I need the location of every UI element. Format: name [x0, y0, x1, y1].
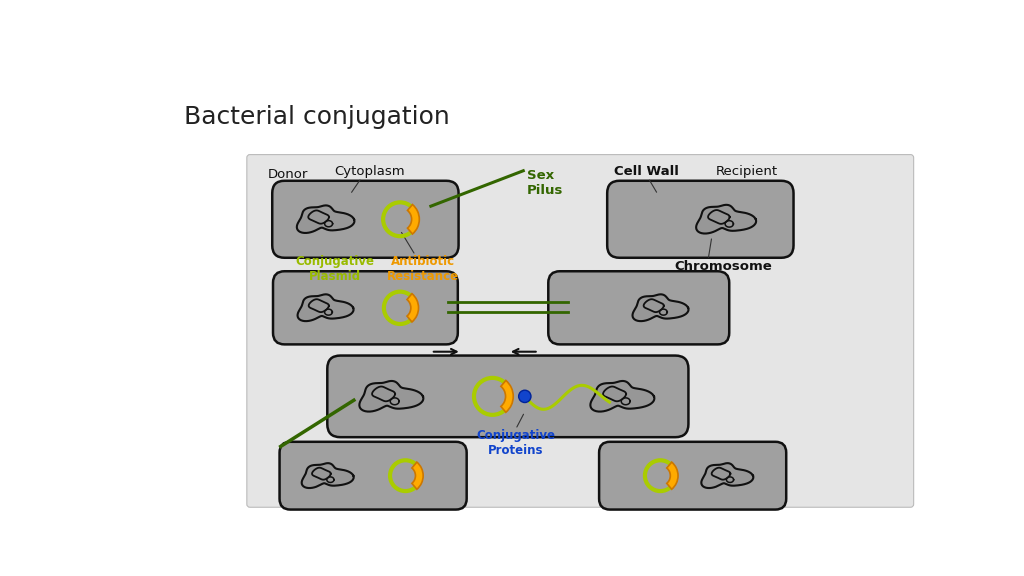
Text: Cytoplasm: Cytoplasm — [334, 165, 404, 177]
Polygon shape — [359, 381, 423, 412]
Text: Chromosome: Chromosome — [675, 260, 772, 273]
Text: Antibiotic
Resistance: Antibiotic Resistance — [387, 256, 459, 283]
FancyBboxPatch shape — [247, 154, 913, 507]
FancyBboxPatch shape — [328, 355, 688, 437]
Text: Bacterial conjugation: Bacterial conjugation — [184, 105, 451, 129]
Polygon shape — [633, 294, 688, 321]
FancyBboxPatch shape — [272, 181, 459, 258]
Text: Conjugative
Proteins: Conjugative Proteins — [476, 430, 555, 457]
Wedge shape — [667, 462, 678, 489]
Polygon shape — [297, 206, 354, 233]
FancyBboxPatch shape — [599, 442, 786, 510]
Wedge shape — [408, 204, 419, 234]
Polygon shape — [701, 463, 754, 488]
Wedge shape — [501, 380, 513, 412]
FancyBboxPatch shape — [607, 181, 794, 258]
FancyBboxPatch shape — [548, 271, 729, 344]
FancyBboxPatch shape — [280, 442, 467, 510]
Wedge shape — [407, 294, 419, 322]
FancyBboxPatch shape — [273, 271, 458, 344]
Circle shape — [518, 390, 531, 403]
Polygon shape — [696, 205, 756, 233]
Text: Cell Wall: Cell Wall — [614, 165, 679, 177]
Polygon shape — [302, 463, 353, 488]
Text: Donor: Donor — [267, 168, 308, 181]
Text: Recipient: Recipient — [716, 165, 777, 177]
Polygon shape — [591, 381, 654, 412]
Text: Conjugative
Plasmid: Conjugative Plasmid — [295, 256, 374, 283]
Text: Sex
Pilus: Sex Pilus — [527, 169, 563, 197]
Wedge shape — [412, 462, 423, 489]
Polygon shape — [298, 294, 353, 321]
